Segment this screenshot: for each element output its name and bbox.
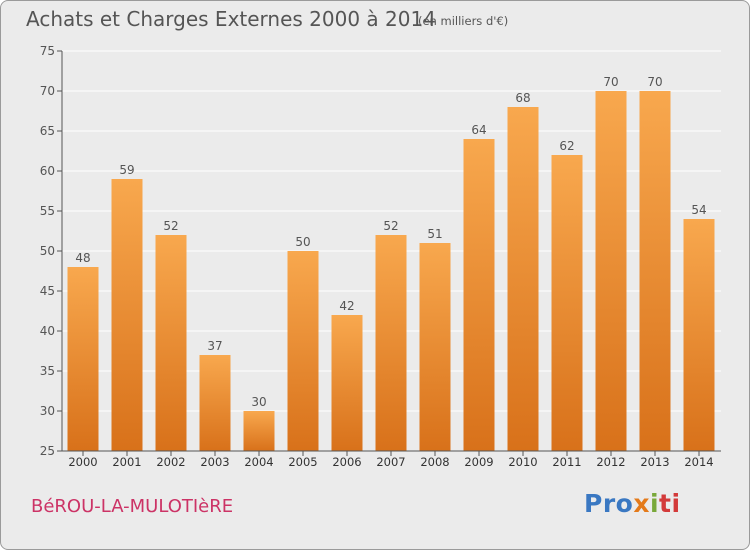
x-tick-label: 2001 (112, 455, 141, 469)
y-tick-label: 40 (40, 324, 55, 338)
labels: 48 59 52 37 30 50 42 52 51 64 68 62 70 70 54 (75, 75, 706, 409)
chart-unit: (en milliers d'€) (418, 14, 509, 28)
bar (155, 235, 187, 451)
bar (199, 355, 231, 451)
commune-name: BéROU-LA-MULOTIèRE (31, 496, 234, 517)
bar-value-label: 70 (603, 75, 618, 89)
bar (375, 235, 407, 451)
proxiti-logo: Proxiti (584, 489, 681, 518)
bar-value-label: 68 (515, 91, 530, 105)
x-tick-label: 2011 (552, 455, 581, 469)
bar (463, 139, 495, 451)
y-tick-label: 30 (40, 404, 55, 418)
bar (595, 91, 627, 451)
x-tick-label: 2004 (244, 455, 273, 469)
bar-value-label: 51 (427, 227, 442, 241)
x-tick-label: 2006 (332, 455, 361, 469)
x-tick-label: 2012 (596, 455, 625, 469)
x-tick-label: 2005 (288, 455, 317, 469)
bar-value-label: 30 (251, 395, 266, 409)
axes: 25 30 35 40 45 50 55 60 65 70 75 2000 2001 2002 2003 20… (40, 44, 721, 469)
bar (419, 243, 451, 451)
bar (243, 411, 275, 451)
bar-value-label: 50 (295, 235, 310, 249)
bar-value-label: 70 (647, 75, 662, 89)
y-tick-label: 65 (40, 124, 55, 138)
bar-value-label: 54 (691, 203, 706, 217)
logo-part: i (649, 489, 660, 518)
y-tick-label: 35 (40, 364, 55, 378)
logo-part: Pro (584, 489, 634, 518)
bar (67, 267, 99, 451)
bar (639, 91, 671, 451)
x-tick-label: 2003 (200, 455, 229, 469)
bar-value-label: 48 (75, 251, 90, 265)
bar (287, 251, 319, 451)
x-tick-label: 2002 (156, 455, 185, 469)
y-tick-label: 75 (40, 44, 55, 58)
bar (551, 155, 583, 451)
bar-value-label: 62 (559, 139, 574, 153)
bar (331, 315, 363, 451)
x-tick-label: 2014 (684, 455, 713, 469)
bar (507, 107, 539, 451)
x-tick-label: 2009 (464, 455, 493, 469)
bar-value-label: 59 (119, 163, 134, 177)
bar (683, 219, 715, 451)
x-tick-label: 2007 (376, 455, 405, 469)
x-tick-label: 2000 (68, 455, 97, 469)
bar-value-label: 52 (383, 219, 398, 233)
logo-part: x (633, 489, 650, 518)
chart-title: Achats et Charges Externes 2000 à 2014 (26, 7, 436, 31)
x-tick-label: 2013 (640, 455, 669, 469)
y-tick-label: 70 (40, 84, 55, 98)
y-tick-label: 25 (40, 444, 55, 458)
bar (111, 179, 143, 451)
logo-part: ti (659, 489, 681, 518)
bar-value-label: 37 (207, 339, 222, 353)
y-tick-label: 55 (40, 204, 55, 218)
bar-value-label: 42 (339, 299, 354, 313)
bar-value-label: 64 (471, 123, 486, 137)
y-tick-label: 60 (40, 164, 55, 178)
x-tick-label: 2010 (508, 455, 537, 469)
y-tick-label: 50 (40, 244, 55, 258)
bar-value-label: 52 (163, 219, 178, 233)
bars (67, 91, 715, 451)
x-tick-label: 2008 (420, 455, 449, 469)
y-tick-label: 45 (40, 284, 55, 298)
